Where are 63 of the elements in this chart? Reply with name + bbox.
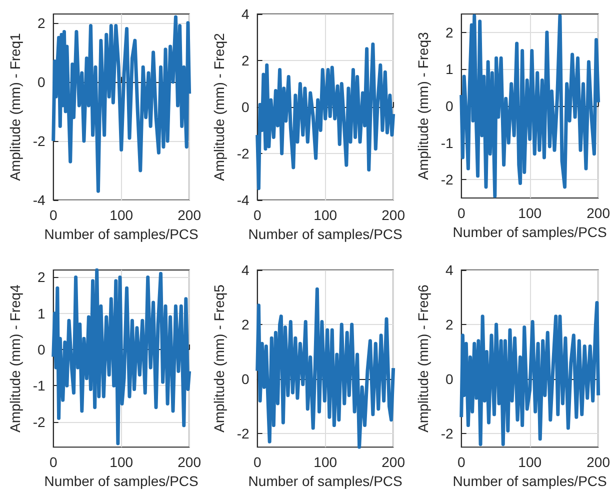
x-tick-label: 0	[457, 454, 466, 470]
y-tick-label: 2	[446, 316, 454, 332]
y-tick-label: -2	[32, 414, 46, 430]
y-axis-title: Amplitude (mm) - Freq3	[415, 32, 431, 180]
x-tick-label: 100	[110, 207, 134, 223]
y-tick-label: 1	[38, 305, 46, 322]
y-tick-label: -1	[440, 134, 454, 151]
y-tick-label: -2	[236, 146, 250, 162]
x-tick-label: 100	[314, 207, 338, 223]
line-series	[460, 14, 600, 198]
x-tick-label: 200	[178, 207, 202, 223]
y-tick-label: 4	[446, 262, 454, 278]
y-tick-label: -2	[440, 172, 454, 188]
y-tick-label: 0	[242, 99, 250, 115]
y-tick-label: 0	[38, 74, 46, 90]
y-tick-label: 1	[446, 61, 454, 78]
y-tick-label: 0	[446, 98, 454, 114]
line-series	[460, 300, 600, 446]
y-axis-title: Amplitude (mm) - Freq1	[7, 32, 23, 181]
y-axis-title: Amplitude (mm) - Freq6	[415, 284, 431, 432]
y-tick-label: 2	[38, 269, 46, 286]
x-tick-label: 200	[586, 205, 610, 221]
y-tick-label: -2	[32, 132, 46, 149]
x-tick-label: 0	[49, 454, 58, 470]
x-tick-label: 0	[253, 207, 262, 223]
x-tick-label: 100	[518, 454, 542, 470]
x-axis-title: Number of samples/PCS	[248, 226, 402, 242]
line-series	[52, 268, 192, 446]
x-tick-label: 0	[457, 205, 466, 221]
y-tick-label: -1	[32, 378, 46, 394]
y-tick-label: 2	[38, 14, 46, 31]
x-tick-label: 100	[314, 454, 338, 470]
x-axis-title: Number of samples/PCS	[248, 473, 402, 489]
x-axis-title: Number of samples/PCS	[452, 224, 607, 240]
x-axis-title: Number of samples/PCS	[44, 473, 198, 489]
y-tick-label: -4	[236, 192, 250, 208]
y-tick-label: -2	[236, 425, 250, 442]
y-tick-label: 4	[242, 262, 250, 278]
y-tick-label: 0	[242, 370, 250, 387]
y-tick-label: 2	[242, 52, 250, 68]
x-tick-label: 0	[49, 207, 58, 223]
line-series	[256, 287, 396, 449]
y-axis-title: Amplitude (mm) - Freq4	[7, 284, 23, 432]
y-tick-label: 0	[446, 370, 454, 387]
y-tick-label: 2	[446, 24, 454, 40]
line-series	[256, 42, 396, 190]
x-tick-label: 200	[382, 207, 406, 223]
y-tick-label: 2	[242, 316, 250, 332]
x-axis-title: Number of samples/PCS	[44, 226, 198, 242]
line-series	[52, 15, 192, 193]
x-tick-label: 200	[586, 454, 610, 470]
y-tick-label: 0	[38, 342, 46, 358]
y-tick-label: -4	[32, 192, 46, 208]
x-tick-label: 100	[518, 205, 542, 221]
x-tick-label: 0	[253, 454, 262, 470]
x-axis-title: Number of samples/PCS	[452, 473, 607, 489]
y-tick-label: -2	[440, 425, 454, 442]
x-tick-label: 200	[178, 454, 202, 470]
y-axis-title: Amplitude (mm) - Freq5	[211, 284, 227, 432]
x-tick-label: 100	[110, 454, 134, 470]
y-tick-label: 4	[242, 6, 250, 22]
x-tick-label: 200	[382, 454, 406, 470]
y-axis-title: Amplitude (mm) - Freq2	[211, 32, 227, 181]
